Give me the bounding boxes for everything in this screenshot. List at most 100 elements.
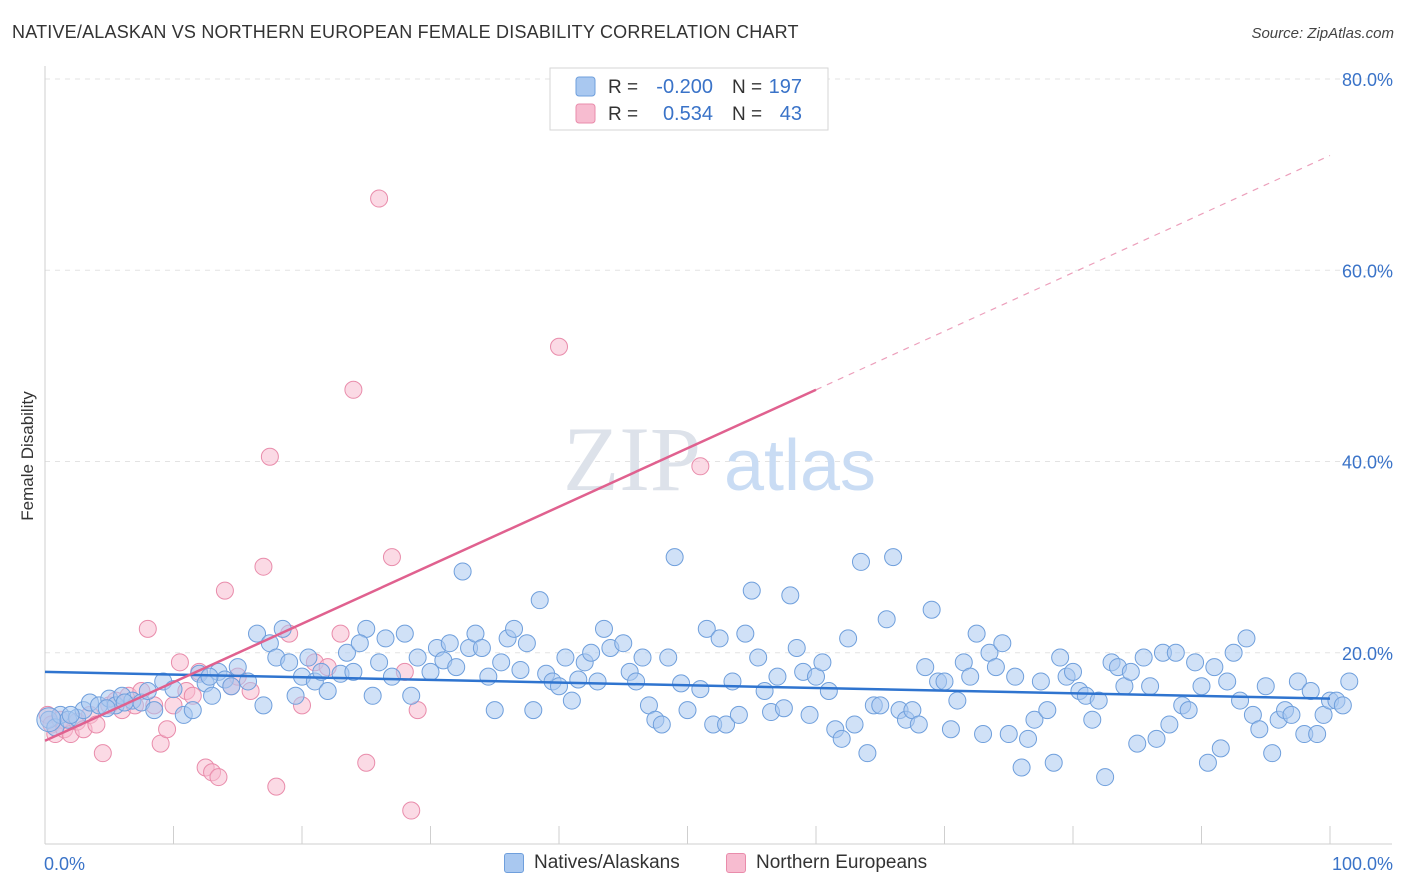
northern-point-44 <box>382 548 401 567</box>
x-tick-label-max: 100.0% <box>1332 854 1393 874</box>
native-point-140 <box>1019 729 1038 748</box>
native-point-144 <box>1044 753 1063 772</box>
native-point-151 <box>1089 691 1108 710</box>
native-point-111 <box>832 729 851 748</box>
native-point-74 <box>582 643 601 662</box>
native-point-21 <box>203 686 222 705</box>
tick-labels: 20.0% 40.0% 60.0% 80.0% 0.0% 100.0% <box>44 70 1393 874</box>
native-point-81 <box>633 648 652 667</box>
legend-label-native: Natives/Alaskans <box>534 852 680 873</box>
native-point-176 <box>1250 720 1269 739</box>
native-point-147 <box>1064 662 1082 681</box>
native-point-135 <box>986 658 1005 677</box>
natives-alaskans-points <box>36 548 1359 787</box>
native-point-123 <box>909 715 928 734</box>
watermark-atlas: atlas <box>724 426 876 506</box>
native-point-106 <box>800 705 819 724</box>
native-point-118 <box>877 610 896 629</box>
native-point-172 <box>1224 643 1243 662</box>
native-point-28 <box>254 696 273 715</box>
native-point-160 <box>1147 729 1166 748</box>
native-point-58 <box>472 638 491 657</box>
y-tick-label-2: 60.0% <box>1342 261 1393 281</box>
native-point-99 <box>755 682 774 700</box>
native-point-27 <box>248 624 267 643</box>
native-point-136 <box>993 634 1012 653</box>
northern-point-28 <box>209 768 228 787</box>
legend-label-northern: Northern Europeans <box>756 852 928 873</box>
native-point-18 <box>183 701 202 720</box>
native-point-182 <box>1288 672 1307 691</box>
native-point-46 <box>382 667 401 686</box>
northern-point-46 <box>402 801 421 820</box>
northern-point-29 <box>215 581 234 600</box>
native-point-49 <box>408 648 427 667</box>
native-point-38 <box>318 682 337 700</box>
legend-r-label-1: R = <box>608 77 638 98</box>
native-point-71 <box>556 648 575 667</box>
y-tick-label-1: 40.0% <box>1342 453 1393 473</box>
native-point-150 <box>1083 710 1102 729</box>
y-axis-label: Female Disability <box>18 391 37 521</box>
native-point-181 <box>1282 705 1301 724</box>
native-point-92 <box>710 629 729 648</box>
native-point-143 <box>1038 701 1057 720</box>
native-point-174 <box>1237 629 1256 648</box>
native-point-41 <box>344 662 363 681</box>
chart-title: NATIVE/ALASKAN VS NORTHERN EUROPEAN FEMA… <box>12 22 799 42</box>
native-point-195 <box>350 634 369 653</box>
native-point-141 <box>1025 710 1044 729</box>
stats-legend: R = -0.200 N = 197 R = 0.534 N = 43 <box>549 67 829 131</box>
native-point-163 <box>1166 643 1185 662</box>
native-point-169 <box>1205 658 1224 677</box>
native-point-96 <box>736 624 755 643</box>
native-point-115 <box>858 744 877 763</box>
native-point-185 <box>1308 725 1327 744</box>
legend-swatch-northern-bottom <box>726 853 746 873</box>
legend-swatch-northern <box>575 103 596 124</box>
native-point-124 <box>916 658 935 677</box>
native-point-32 <box>280 653 299 672</box>
native-point-45 <box>376 629 395 648</box>
native-cluster-origin <box>36 707 62 733</box>
native-point-112 <box>839 629 858 648</box>
native-point-156 <box>1121 662 1140 681</box>
northern-point-20 <box>158 720 177 739</box>
native-point-189 <box>1333 696 1352 715</box>
legend-r-label-2: R = <box>608 104 638 125</box>
native-point-101 <box>768 667 787 686</box>
native-point-168 <box>1198 753 1217 772</box>
legend-swatch-native-bottom <box>504 853 524 873</box>
native-point-108 <box>813 653 832 672</box>
native-point-102 <box>774 699 793 718</box>
native-point-93 <box>717 715 736 734</box>
native-point-14 <box>145 701 164 720</box>
native-point-127 <box>935 672 954 691</box>
northern-point-49 <box>691 457 710 476</box>
native-point-80 <box>627 672 646 691</box>
native-point-75 <box>588 672 607 691</box>
legend-n-value-2: 43 <box>780 103 802 125</box>
native-point-184 <box>1301 682 1320 700</box>
native-point-167 <box>1192 677 1211 696</box>
native-point-53 <box>440 634 459 653</box>
native-point-191 <box>61 705 80 724</box>
northern-point-34 <box>260 447 279 466</box>
legend-n-label-2: N = <box>732 104 762 125</box>
native-point-76 <box>594 619 613 638</box>
native-point-138 <box>1006 667 1025 686</box>
native-point-84 <box>652 715 671 734</box>
northern-point-41 <box>344 380 363 399</box>
native-point-54 <box>447 658 466 677</box>
native-point-171 <box>1218 672 1237 691</box>
native-point-133 <box>974 725 993 744</box>
native-point-173 <box>1231 691 1250 710</box>
native-point-33 <box>286 686 305 705</box>
watermark: ZIP atlas <box>563 408 876 510</box>
native-point-157 <box>1128 734 1147 753</box>
native-point-125 <box>922 600 941 619</box>
native-point-113 <box>845 715 864 734</box>
native-point-88 <box>678 701 697 720</box>
northern-point-48 <box>550 337 568 356</box>
